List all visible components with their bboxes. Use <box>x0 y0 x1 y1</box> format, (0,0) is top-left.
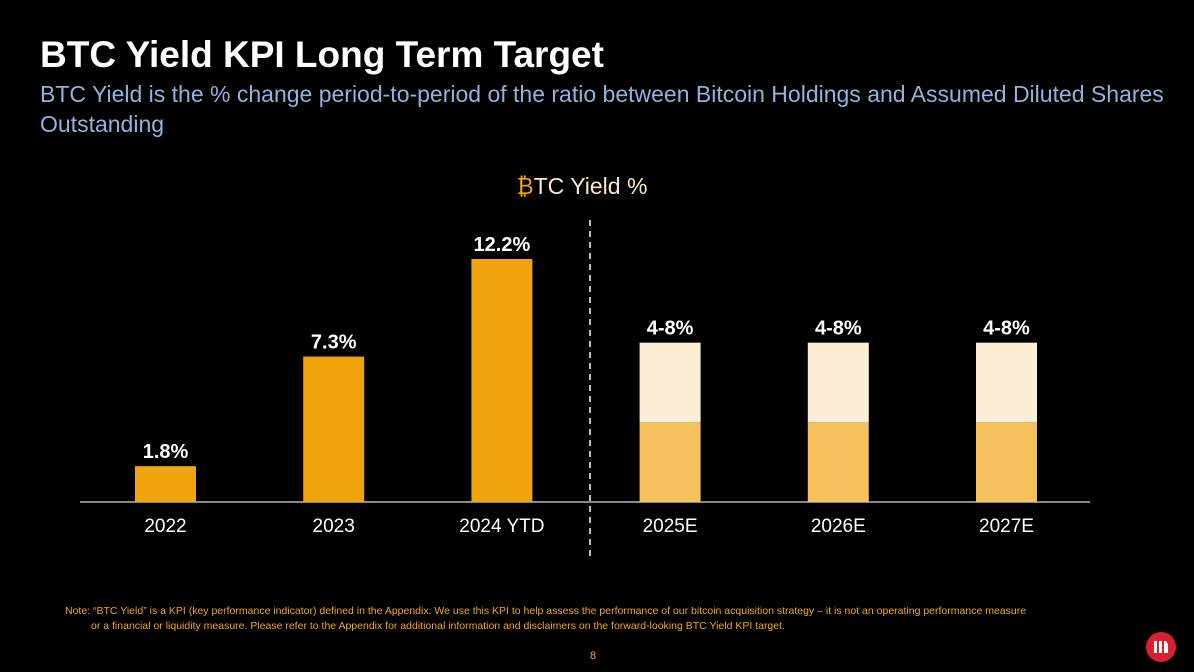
footnote-line-2: or a financial or liquidity measure. Ple… <box>91 620 785 632</box>
chart-title: ₿TC Yield % <box>517 173 648 199</box>
page-title: BTC Yield KPI Long Term Target <box>40 34 604 75</box>
page-subtitle: BTC Yield is the % change period-to-peri… <box>40 81 1164 137</box>
data-label: 4-8% <box>647 318 694 340</box>
data-label: 4-8% <box>983 318 1030 340</box>
bar-2024-ytd <box>471 259 533 502</box>
data-label: 12.2% <box>474 234 531 256</box>
bar-2022 <box>135 466 196 502</box>
x-tick-label: 2022 <box>144 516 186 537</box>
bar-low-2025e <box>639 422 701 502</box>
data-label: 7.3% <box>311 332 357 354</box>
x-tick-label: 2023 <box>313 516 355 537</box>
page-number: 8 <box>590 650 597 662</box>
chart-title-text: TC Yield % <box>534 173 648 199</box>
bar-range-2026e <box>807 342 869 423</box>
company-logo <box>1146 632 1176 662</box>
footnote: Note: “BTC Yield” is a KPI (key performa… <box>65 604 1165 634</box>
data-label: 1.8% <box>143 441 189 463</box>
x-tick-label: 2027E <box>979 516 1034 537</box>
bar-low-2026e <box>807 422 869 502</box>
bar-2023 <box>303 356 365 502</box>
x-tick-label: 2025E <box>643 516 698 537</box>
x-tick-label: 2026E <box>811 516 866 537</box>
data-label: 4-8% <box>815 318 862 340</box>
bar-range-2027e <box>976 342 1037 423</box>
bar-range-2025e <box>639 342 701 423</box>
logo-m-icon <box>1154 641 1168 653</box>
bar-low-2027e <box>976 422 1037 502</box>
x-tick-label: 2024 YTD <box>459 516 544 537</box>
btc-yield-chart: ₿TC Yield % 1.8% 2022 7.3% 2023 12.2% 2024 YT… <box>80 173 1090 556</box>
footnote-line-1: Note: “BTC Yield” is a KPI (key performa… <box>65 605 1027 617</box>
bitcoin-symbol-icon: ₿ <box>517 173 534 199</box>
